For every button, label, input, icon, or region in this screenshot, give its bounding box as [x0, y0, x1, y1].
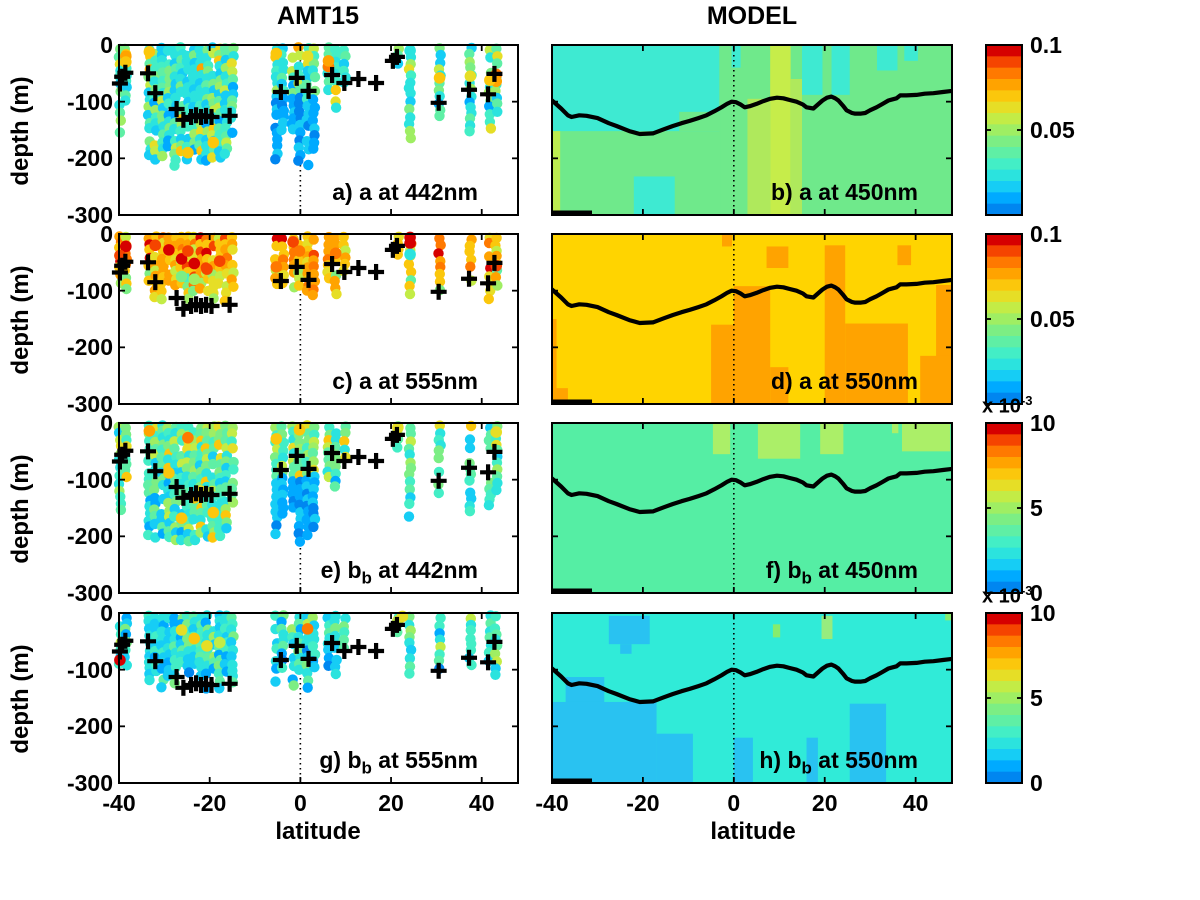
x-tick-label: -20 [193, 790, 227, 816]
colorbar-4-tick-label: 5 [1030, 685, 1043, 711]
panel-c-frame [118, 233, 519, 405]
x-tick-label: -40 [535, 790, 569, 816]
panel-h-label: h) bb at 550nm [759, 747, 918, 778]
panel-g-frame [118, 612, 519, 784]
colorbar-1-tick-label: 0.05 [1030, 117, 1075, 143]
mixed-layer-depth-line [552, 277, 952, 326]
y-tick-label: -200 [66, 334, 113, 361]
y-tick-label: -100 [66, 466, 113, 493]
x-axis-label-amt15: latitude [275, 818, 361, 845]
colorbar-1-tick-label: 0.1 [1030, 32, 1062, 58]
colorbar-3-tick-label: 5 [1030, 495, 1043, 521]
colorbar-2 [985, 233, 1023, 405]
panel-c [111, 231, 519, 405]
y-tick-label: -200 [66, 713, 113, 740]
colorbar-4-tick-label: 10 [1030, 600, 1056, 626]
x-tick-label: 20 [811, 790, 838, 816]
x-tick-label: -20 [626, 790, 660, 816]
panel-e [111, 420, 519, 594]
y-tick-label: -100 [66, 277, 113, 304]
panel-a-axis-ticks [118, 44, 518, 216]
y-tick-label: -200 [66, 523, 113, 550]
y-tick-label: -300 [66, 580, 113, 606]
y-tick-label: -300 [66, 770, 113, 796]
y-tick-label: -100 [66, 88, 113, 115]
panel-c-axis-ticks [118, 233, 518, 405]
x-tick-label: -40 [102, 790, 136, 816]
panel-a-mld-crosses [111, 48, 503, 128]
y-axis-label-row4: depth (m) [7, 644, 34, 754]
colorbar-3-tick-label: 10 [1030, 410, 1056, 436]
panel-d-label: d) a at 550nm [771, 368, 918, 394]
panel-b-label: b) a at 450nm [771, 179, 918, 205]
column-title-model: MODEL [706, 2, 798, 30]
colorbar-3-tick-label: 0 [1030, 580, 1043, 606]
y-tick-label: 0 [100, 410, 113, 436]
y-tick-label: -200 [66, 145, 113, 172]
panel-e-label: e) bb at 442nm [320, 557, 478, 588]
mixed-layer-depth-line [552, 88, 952, 137]
panel-h-axis-ticks [551, 612, 952, 784]
mixed-layer-depth-line [552, 466, 952, 515]
y-axis-label-row3: depth (m) [7, 454, 34, 564]
mixed-layer-depth-line [552, 656, 952, 705]
panel-d-axis-ticks [551, 233, 952, 405]
panel-b-frame [551, 44, 953, 216]
column-title-amt15: AMT15 [277, 2, 359, 30]
panel-a-frame [118, 44, 519, 216]
y-tick-label: 0 [100, 600, 113, 626]
colorbar-3 [985, 422, 1023, 594]
x-tick-label: 20 [378, 790, 404, 816]
x-tick-label: 40 [468, 790, 495, 816]
y-tick-label: -300 [66, 391, 113, 417]
panel-e-mld-crosses [111, 426, 503, 506]
colorbar-4 [985, 612, 1023, 784]
panel-d [551, 233, 953, 405]
y-tick-label: -100 [66, 656, 113, 683]
panel-h [551, 612, 953, 784]
panel-b [551, 44, 953, 216]
panel-f-frame [551, 422, 953, 594]
colorbar-1 [985, 44, 1023, 216]
panel-b-heatmap [552, 45, 952, 215]
x-tick-label: 0 [293, 790, 307, 816]
y-tick-label: -300 [66, 202, 113, 228]
panel-c-mld-crosses [111, 237, 503, 317]
panel-h-frame [551, 612, 953, 784]
panel-g [111, 610, 519, 784]
panel-e-frame [118, 422, 519, 594]
panel-g-label: g) bb at 555nm [319, 747, 478, 778]
panel-b-axis-ticks [551, 44, 952, 216]
panel-g-axis-ticks [118, 612, 518, 784]
x-axis-label-model: latitude [710, 818, 796, 845]
panel-f [551, 422, 953, 594]
panel-f-label: f) bb at 450nm [765, 557, 918, 588]
panel-g-highlight-dots [114, 610, 409, 666]
y-tick-label: 0 [100, 221, 113, 247]
x-tick-label: 0 [727, 790, 741, 816]
panel-a [111, 42, 519, 216]
panel-a-label: a) a at 442nm [332, 179, 478, 205]
panel-c-highlight-dots [114, 231, 503, 286]
panel-e-scatter-dots [113, 420, 503, 547]
panel-d-heatmap [552, 234, 952, 404]
panel-h-heatmap [552, 613, 952, 783]
colorbar-3-exponent-label: x 10-3 [982, 393, 1033, 418]
panel-f-axis-ticks [551, 422, 952, 594]
colorbar-2-tick-label: 0.05 [1030, 306, 1075, 332]
y-tick-label: 0 [100, 32, 113, 58]
colorbar-4-tick-label: 0 [1030, 770, 1043, 796]
y-axis-label-row1: depth (m) [7, 76, 34, 186]
colorbar-2-tick-label: 0.1 [1030, 221, 1062, 247]
y-axis-label-row2: depth (m) [7, 265, 34, 375]
panel-c-label: c) a at 555nm [332, 368, 478, 394]
colorbar-4-exponent-label: x 10-3 [982, 583, 1033, 608]
panel-f-heatmap [552, 423, 952, 593]
panel-e-axis-ticks [118, 422, 518, 594]
panel-d-frame [551, 233, 953, 405]
panel-c-scatter-dots [114, 231, 503, 307]
x-tick-label: 40 [902, 790, 929, 816]
